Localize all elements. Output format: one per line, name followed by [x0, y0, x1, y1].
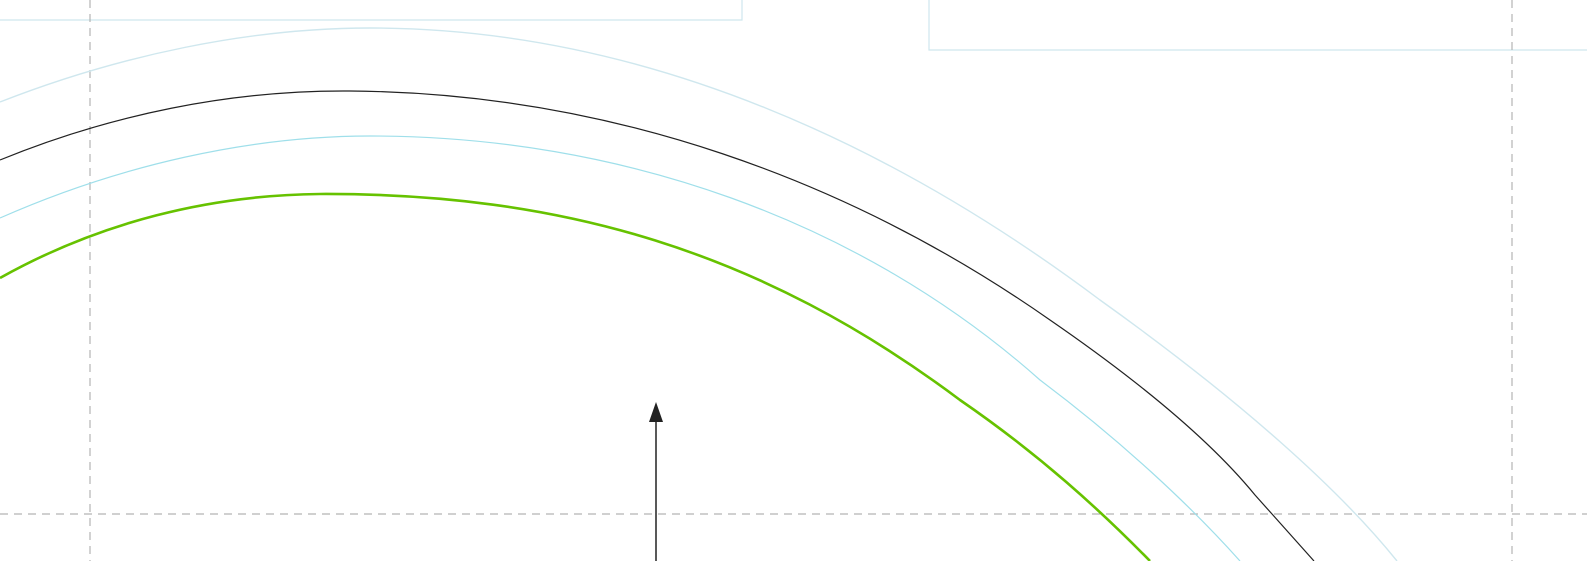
- green-curve: [0, 192, 1151, 561]
- black-curve: [0, 90, 1315, 561]
- arrow-head-icon: [649, 402, 663, 422]
- inner-cyan-curve: [0, 135, 1241, 561]
- outer-faint-curve: [0, 27, 1398, 561]
- top-right-frame: [928, 0, 1587, 51]
- top-left-frame: [0, 0, 743, 21]
